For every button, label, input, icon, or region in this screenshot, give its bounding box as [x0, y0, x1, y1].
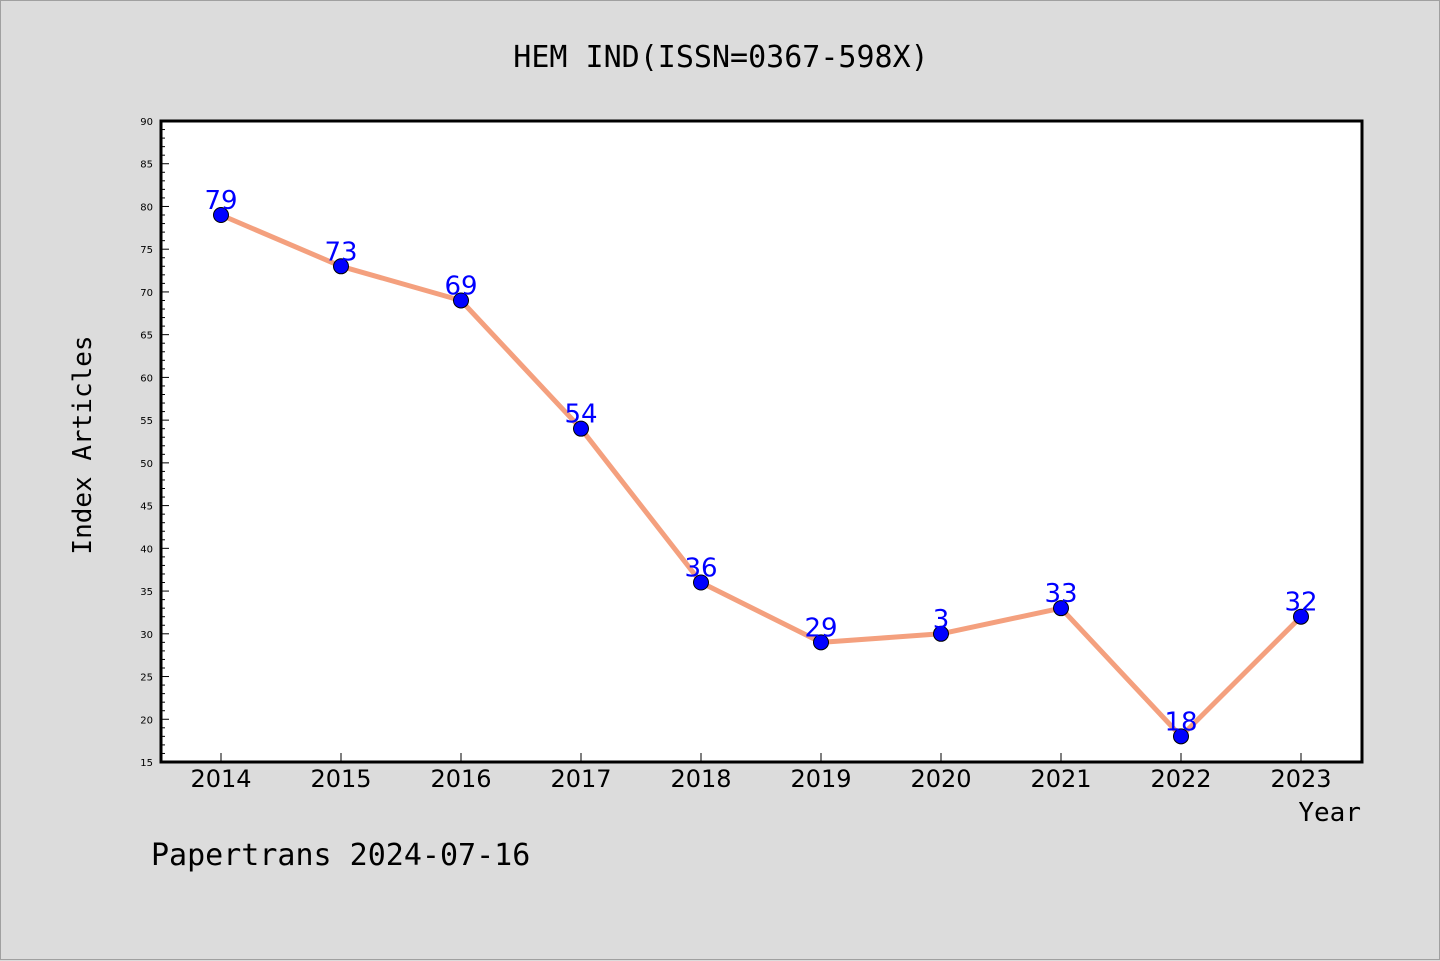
data-point [933, 625, 949, 642]
x-tick-label: 2015 [310, 765, 371, 793]
y-tick-label: 15 [140, 758, 153, 769]
y-tick-label: 50 [140, 459, 153, 470]
data-point [573, 420, 589, 437]
data-point [333, 258, 349, 275]
plot-area [159, 119, 1364, 764]
y-tick-label: 80 [140, 202, 153, 213]
y-axis-label: Index Articles [68, 335, 98, 554]
y-tick-label: 20 [140, 715, 153, 726]
data-label: 18 [1164, 707, 1197, 737]
data-point [1293, 608, 1309, 625]
chart-title: HEM IND(ISSN=0367-598X) [513, 40, 928, 75]
data-label: 73 [324, 237, 357, 267]
x-tick-label: 2023 [1270, 765, 1331, 793]
y-tick-label: 55 [140, 416, 153, 427]
data-label: 54 [564, 400, 597, 430]
x-axis: 2014 2015 2016 2017 2018 2019 2020 2021 2022 2023 [190, 753, 1332, 793]
data-point [813, 634, 829, 651]
y-tick-label: 70 [140, 288, 153, 299]
x-tick-label: 2020 [910, 765, 971, 793]
footer-watermark: Papertrans 2024-07-16 [151, 838, 530, 873]
data-point [1173, 728, 1189, 745]
x-tick-label: 2022 [1150, 765, 1211, 793]
data-label: 3 [933, 605, 950, 635]
y-tick-label: 30 [140, 630, 153, 641]
x-tick-label: 2019 [790, 765, 851, 793]
data-label: 33 [1044, 579, 1077, 609]
series-line [220, 212, 1303, 739]
data-label: 29 [804, 613, 837, 643]
data-label: 36 [684, 554, 717, 584]
y-tick-label: 25 [140, 673, 153, 684]
y-tick-label: 75 [140, 245, 153, 256]
data-label: 32 [1284, 588, 1317, 618]
y-axis: 15 20 25 30 35 40 45 50 55 60 65 70 75 80 85 90 [140, 117, 169, 769]
data-point [453, 292, 469, 309]
y-tick-label: 35 [140, 587, 153, 598]
x-tick-label: 2021 [1030, 765, 1091, 793]
x-tick-label: 2017 [550, 765, 611, 793]
y-tick-label: 45 [140, 502, 153, 513]
y-tick-label: 85 [140, 160, 153, 171]
data-label: 69 [444, 271, 477, 301]
x-tick-label: 2018 [670, 765, 731, 793]
data-point [1053, 600, 1069, 617]
y-tick-label: 90 [140, 117, 153, 128]
x-tick-label: 2014 [190, 765, 251, 793]
y-tick-label: 40 [140, 544, 153, 555]
data-label: 79 [204, 186, 237, 216]
data-point [693, 574, 709, 591]
y-tick-label: 60 [140, 373, 153, 384]
x-axis-label: Year [1298, 798, 1361, 828]
x-tick-label: 2016 [430, 765, 491, 793]
data-point [213, 207, 229, 224]
y-tick-label: 65 [140, 331, 153, 342]
